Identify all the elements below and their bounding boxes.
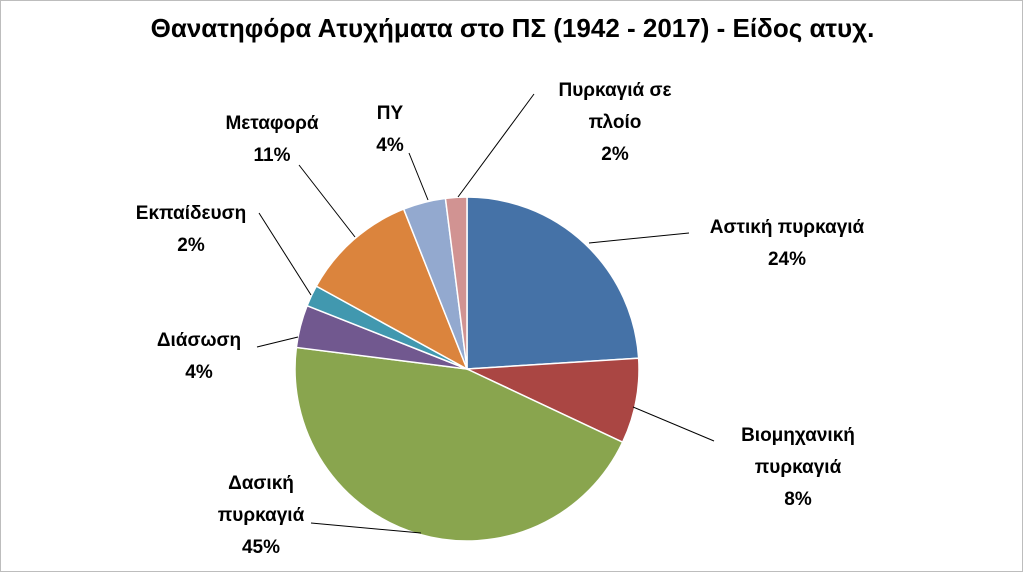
slice-label-4: Εκπαίδευση 2% bbox=[136, 203, 246, 256]
pie-slice-7 bbox=[444, 196, 468, 370]
slice-label-5: Μεταφορά 11% bbox=[225, 113, 318, 166]
leader-line-2 bbox=[310, 522, 422, 534]
slice-name-0-line-0: Αστική πυρκαγιά bbox=[710, 217, 865, 238]
leader-line-5 bbox=[298, 164, 356, 238]
slice-name-3-line-0: Διάσωση bbox=[157, 330, 241, 351]
slice-percent-1: 8% bbox=[784, 489, 812, 510]
leader-line-1 bbox=[632, 406, 715, 442]
leader-line-0 bbox=[588, 232, 690, 244]
slice-name-2-line-1: πυρκαγιά bbox=[218, 505, 305, 526]
leader-line-7 bbox=[457, 93, 535, 198]
slice-name-6-line-0: ΠΥ bbox=[377, 103, 404, 124]
slice-name-5-line-0: Μεταφορά bbox=[225, 113, 318, 134]
slice-label-3: Διάσωση 4% bbox=[157, 330, 241, 383]
slice-percent-0: 24% bbox=[768, 249, 806, 270]
slice-percent-7: 2% bbox=[601, 144, 629, 165]
slice-name-4-line-0: Εκπαίδευση bbox=[136, 203, 246, 224]
leader-line-6 bbox=[408, 152, 429, 201]
chart-title: Θανατηφόρα Ατυχήματα στο ΠΣ (1942 - 2017… bbox=[150, 13, 875, 43]
slice-percent-3: 4% bbox=[185, 362, 213, 383]
slice-name-7-line-1: πλοίο bbox=[589, 112, 642, 133]
slice-percent-6: 4% bbox=[376, 135, 404, 156]
slice-percent-5: 11% bbox=[254, 145, 291, 166]
pie-slice-0 bbox=[466, 196, 640, 370]
slice-name-1-line-1: πυρκαγιά bbox=[755, 457, 842, 478]
slice-percent-4: 2% bbox=[177, 235, 205, 256]
slice-name-1-line-0: Βιομηχανική bbox=[741, 425, 855, 446]
slice-name-2-line-0: Δασική bbox=[228, 473, 294, 494]
slice-label-6: ΠΥ 4% bbox=[376, 103, 404, 156]
pie-slice-2 bbox=[294, 346, 624, 542]
slice-label-1: Βιομηχανική πυρκαγιά 8% bbox=[741, 425, 855, 510]
leader-line-3 bbox=[256, 336, 299, 348]
leader-line-4 bbox=[258, 212, 312, 296]
slice-name-7-line-0: Πυρκαγιά σε bbox=[559, 80, 672, 101]
pie-slice-5 bbox=[315, 208, 469, 371]
slice-label-0: Αστική πυρκαγιά 24% bbox=[710, 217, 865, 270]
slice-percent-2: 45% bbox=[242, 537, 280, 558]
slice-label-2: Δασική πυρκαγιά 45% bbox=[218, 473, 305, 558]
slice-label-7: Πυρκαγιά σε πλοίο 2% bbox=[559, 80, 672, 165]
